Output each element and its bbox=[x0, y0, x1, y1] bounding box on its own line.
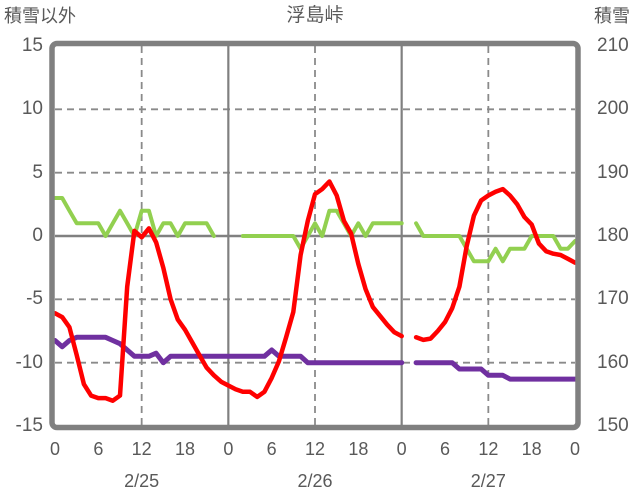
left-axis-tick-label: 0 bbox=[32, 225, 43, 246]
hour-tick-label: 12 bbox=[304, 439, 326, 459]
hour-tick-label: 6 bbox=[93, 439, 104, 459]
hour-tick-label: 0 bbox=[396, 439, 407, 459]
right-axis-title: 積雪 bbox=[594, 6, 630, 26]
purple-line bbox=[52, 334, 578, 382]
hour-tick-label: 0 bbox=[49, 439, 60, 459]
chart-title: 浮島峠 bbox=[286, 5, 344, 26]
hour-tick-label: 12 bbox=[131, 439, 152, 459]
date-label: 2/25 bbox=[124, 471, 160, 491]
hour-tick-label: 12 bbox=[478, 439, 499, 459]
data-series bbox=[52, 179, 578, 403]
left-axis-tick-label: -15 bbox=[15, 415, 43, 436]
left-axis-tick-label: 10 bbox=[21, 98, 43, 120]
right-axis-tick-label: 210 bbox=[597, 35, 629, 56]
date-label: 2/27 bbox=[470, 471, 506, 491]
left-axis-tick-label: 5 bbox=[32, 161, 43, 183]
right-axis-tick-label: 200 bbox=[597, 98, 629, 120]
hour-tick-label: 0 bbox=[223, 439, 234, 459]
hour-tick-label: 0 bbox=[569, 439, 580, 459]
left-axis-tick-label: 15 bbox=[21, 35, 43, 56]
right-axis-tick-label: 150 bbox=[597, 415, 629, 436]
hour-tick-label: 18 bbox=[348, 439, 369, 459]
red-line bbox=[52, 179, 578, 403]
right-axis-tick-label: 160 bbox=[597, 351, 629, 373]
left-axis-title: 積雪以外 bbox=[4, 6, 76, 26]
date-label: 2/26 bbox=[297, 471, 333, 491]
right-axis-tick-label: 170 bbox=[597, 288, 629, 310]
right-axis-tick-label: 180 bbox=[597, 225, 629, 246]
plot-border bbox=[49, 40, 581, 431]
left-axis-tick-label: -5 bbox=[26, 288, 43, 310]
right-axis-tick-label: 190 bbox=[597, 161, 629, 183]
hour-tick-label: 18 bbox=[521, 439, 542, 459]
hour-tick-label: 6 bbox=[439, 439, 450, 459]
hour-tick-label: 18 bbox=[174, 439, 196, 459]
hour-tick-label: 6 bbox=[266, 439, 277, 459]
left-axis-tick-label: -10 bbox=[15, 351, 43, 373]
